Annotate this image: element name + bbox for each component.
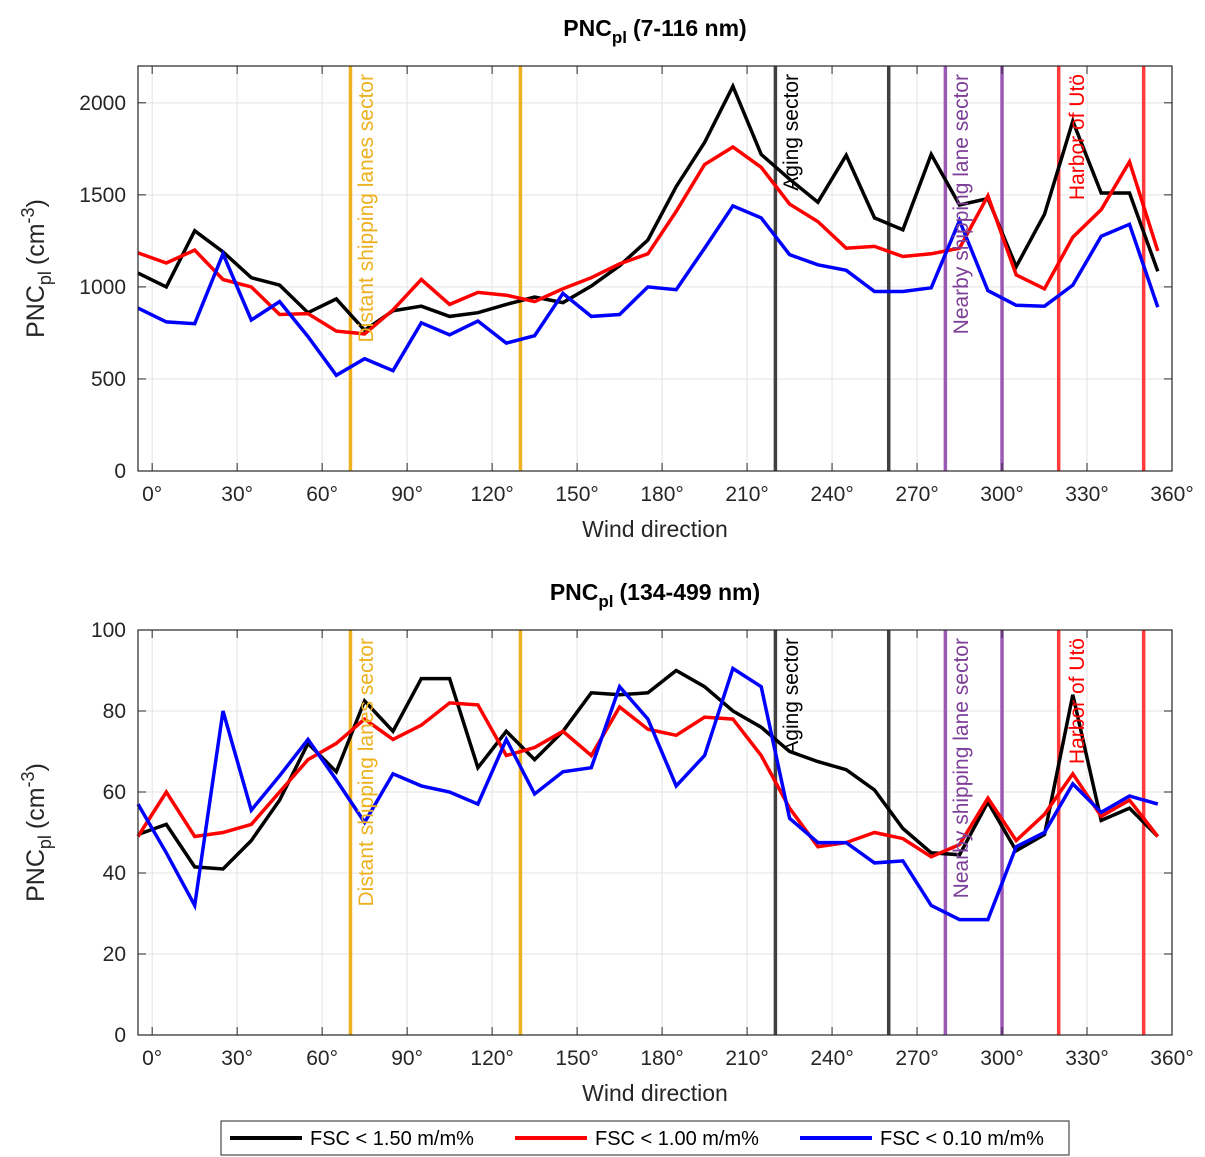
- chart-panel-1: Distant shipping lanes sector Aging secto…: [18, 15, 1194, 542]
- x-tick-label: 0°: [142, 1047, 162, 1070]
- ylabel-superscript: -3: [18, 207, 38, 223]
- x-tick-label: 120°: [470, 483, 513, 506]
- legend-label-2: FSC < 1.00 m/m%: [595, 1128, 759, 1150]
- ylabel-unit: (cm: [22, 787, 50, 829]
- series-line-2: [137, 144, 1160, 336]
- y-tick-label: 500: [91, 368, 126, 391]
- y-tick-label: 0: [114, 1024, 126, 1047]
- legend: FSC < 1.50 m/m% FSC < 1.00 m/m% FSC < 0.10…: [220, 1120, 1070, 1156]
- series-line-3: [137, 203, 1160, 378]
- y-axis-label: PNCpl (cm-3): [18, 763, 55, 902]
- y-tick-label: 100: [91, 619, 126, 642]
- x-tick-label: 270°: [895, 1047, 938, 1070]
- x-tick-label: 240°: [810, 483, 853, 506]
- axes-box: [137, 65, 1173, 472]
- sector-label: Aging sector: [780, 74, 803, 191]
- y-tick-label: 1000: [79, 276, 126, 299]
- sector-annotations: Distant shipping lanes sector Aging secto…: [355, 638, 1089, 906]
- sector-lines: [348, 630, 1146, 1035]
- title-subscript: pl: [598, 592, 613, 611]
- ylabel-subscript: pl: [35, 835, 55, 849]
- legend-label-3: FSC < 0.10 m/m%: [880, 1128, 1044, 1150]
- ylabel-subscript: pl: [35, 271, 55, 285]
- x-axis-label: Wind direction: [582, 516, 728, 542]
- legend-label-1: FSC < 1.50 m/m%: [310, 1128, 474, 1150]
- chart-panels: Distant shipping lanes sector Aging secto…: [18, 15, 1194, 1106]
- x-axis-label: Wind direction: [582, 1080, 728, 1106]
- y-tick-label: 80: [103, 700, 126, 723]
- ylabel-main: PNC: [22, 285, 50, 338]
- ticks: 0° 30° 60° 90° 120° 150° 180° 210° 240° 270° 300° 3…: [79, 66, 1194, 506]
- sector-label: Distant shipping lanes sector: [355, 638, 378, 906]
- x-tick-label: 330°: [1065, 1047, 1108, 1070]
- x-tick-label: 90°: [391, 483, 423, 506]
- x-tick-label: 360°: [1150, 483, 1193, 506]
- x-tick-label: 60°: [306, 483, 338, 506]
- sector-lines: [348, 66, 1146, 471]
- x-tick-label: 270°: [895, 483, 938, 506]
- title-rest: (7-116 nm): [633, 15, 747, 41]
- title-rest: (134-499 nm): [620, 579, 761, 605]
- x-tick-label: 0°: [142, 483, 162, 506]
- plot-area: [138, 66, 1172, 471]
- y-tick-label: 0: [114, 460, 126, 483]
- plot-area: [138, 630, 1172, 1035]
- ylabel-unit-close: ): [22, 199, 50, 207]
- chart-title: PNCpl (134-499 nm): [550, 579, 760, 611]
- title-subscript: pl: [612, 28, 627, 47]
- sector-label: Nearby shipping lane sector: [950, 74, 973, 334]
- x-tick-label: 180°: [640, 483, 683, 506]
- y-tick-label: 2000: [79, 92, 126, 115]
- y-tick-label: 20: [103, 943, 126, 966]
- title-main: PNC: [550, 579, 599, 605]
- chart-title: PNCpl (7-116 nm): [563, 15, 746, 47]
- x-tick-label: 300°: [980, 1047, 1023, 1070]
- sector-label: Nearby shipping lane sector: [950, 638, 973, 898]
- series-line-1: [137, 668, 1160, 871]
- title-main: PNC: [563, 15, 612, 41]
- sector-label: Distant shipping lanes sector: [355, 74, 378, 342]
- y-tick-label: 60: [103, 781, 126, 804]
- x-tick-label: 120°: [470, 1047, 513, 1070]
- x-tick-label: 210°: [725, 483, 768, 506]
- ticks: 0° 30° 60° 90° 120° 150° 180° 210° 240° 270° 300° 3…: [91, 619, 1194, 1070]
- ylabel-superscript: -3: [18, 771, 38, 787]
- x-tick-label: 150°: [555, 1047, 598, 1070]
- x-tick-label: 30°: [221, 1047, 253, 1070]
- x-tick-label: 60°: [306, 1047, 338, 1070]
- x-tick-label: 30°: [221, 483, 253, 506]
- series-line-3: [136, 665, 1159, 922]
- x-tick-label: 240°: [810, 1047, 853, 1070]
- axes-box: [137, 629, 1173, 1036]
- series-lines: [136, 665, 1160, 922]
- y-tick-label: 1500: [79, 184, 126, 207]
- ylabel-main: PNC: [22, 849, 50, 902]
- y-axis-label: PNCpl (cm-3): [18, 199, 55, 338]
- series-lines: [137, 82, 1160, 378]
- x-tick-label: 90°: [391, 1047, 423, 1070]
- x-tick-label: 210°: [725, 1047, 768, 1070]
- ylabel-unit: (cm: [22, 223, 50, 265]
- x-tick-label: 360°: [1150, 1047, 1193, 1070]
- x-tick-label: 330°: [1065, 483, 1108, 506]
- sector-label: Harbor of Utö: [1066, 638, 1089, 764]
- x-tick-label: 300°: [980, 483, 1023, 506]
- y-tick-label: 40: [103, 862, 126, 885]
- x-tick-label: 150°: [555, 483, 598, 506]
- series-line-2: [136, 701, 1160, 859]
- sector-label: Aging sector: [780, 638, 803, 755]
- chart-panel-2: Distant shipping lanes sector Aging secto…: [18, 579, 1194, 1106]
- legend-box: [220, 1120, 1070, 1156]
- ylabel-unit-close: ): [22, 763, 50, 771]
- sector-annotations: Distant shipping lanes sector Aging secto…: [355, 74, 1089, 342]
- sector-label: Harbor of Utö: [1066, 74, 1089, 200]
- x-tick-label: 180°: [640, 1047, 683, 1070]
